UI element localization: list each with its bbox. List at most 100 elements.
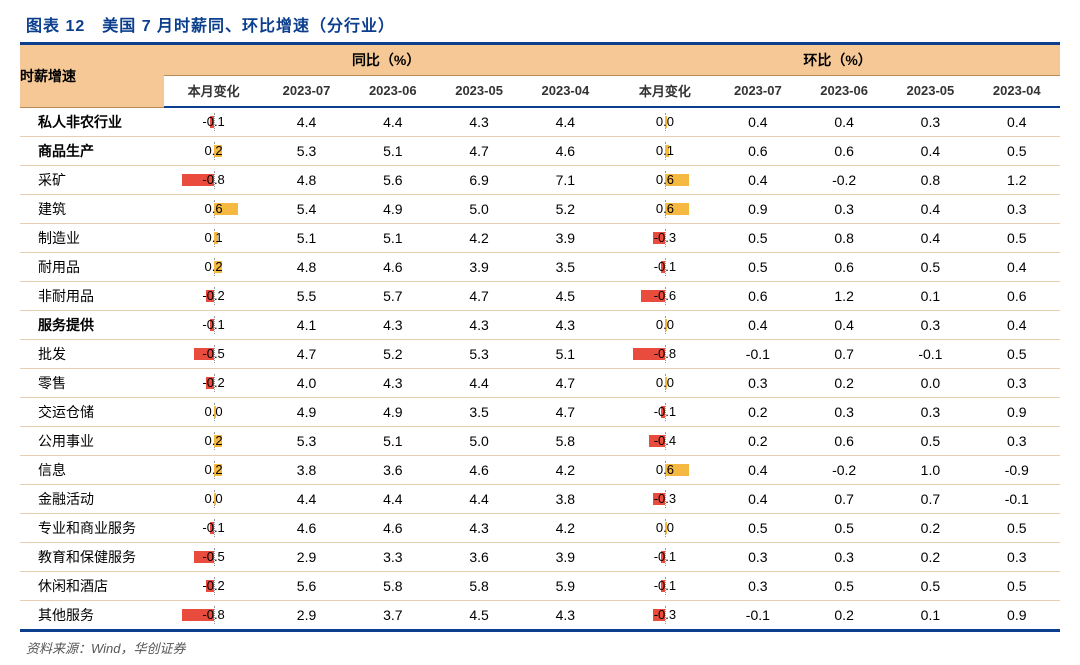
data-cell: 4.6 <box>436 456 522 485</box>
data-cell: 0.5 <box>887 572 973 601</box>
data-cell: 4.5 <box>522 282 608 311</box>
row-label: 采矿 <box>20 166 164 195</box>
data-cell: 3.5 <box>436 398 522 427</box>
change-bar-cell: -0.5 <box>164 340 264 369</box>
data-cell: 3.9 <box>522 543 608 572</box>
data-cell: -0.1 <box>715 601 801 630</box>
row-spacer <box>609 456 616 485</box>
row-spacer <box>609 195 616 224</box>
data-cell: 0.5 <box>974 514 1060 543</box>
data-cell: 0.5 <box>974 572 1060 601</box>
change-bar-cell: 0.1 <box>164 224 264 253</box>
change-bar-cell: 0.6 <box>164 195 264 224</box>
table-row: 批发-0.54.75.25.35.1-0.8-0.10.7-0.10.5 <box>20 340 1060 369</box>
change-bar-cell: 0.6 <box>615 456 715 485</box>
data-cell: 4.2 <box>436 224 522 253</box>
table-row: 建筑0.65.44.95.05.20.60.90.30.40.3 <box>20 195 1060 224</box>
header-group-mom: 环比（%） <box>615 45 1060 76</box>
data-cell: 5.2 <box>350 340 436 369</box>
data-cell: -0.9 <box>974 456 1060 485</box>
data-cell: 0.3 <box>974 543 1060 572</box>
header-mom-change: 本月变化 <box>615 76 715 108</box>
data-cell: 4.4 <box>436 485 522 514</box>
row-spacer <box>609 514 616 543</box>
change-bar-cell: 0.0 <box>615 107 715 137</box>
change-bar-cell: 0.6 <box>615 166 715 195</box>
data-cell: 5.6 <box>263 572 349 601</box>
data-cell: 0.3 <box>887 311 973 340</box>
header-spacer <box>609 45 616 76</box>
table-row: 休闲和酒店-0.25.65.85.85.9-0.10.30.50.50.5 <box>20 572 1060 601</box>
data-cell: 0.2 <box>715 398 801 427</box>
data-cell: 0.3 <box>887 107 973 137</box>
data-cell: 5.7 <box>350 282 436 311</box>
row-spacer <box>609 398 616 427</box>
data-cell: 4.6 <box>350 253 436 282</box>
change-bar-cell: -0.8 <box>615 340 715 369</box>
data-cell: 0.5 <box>974 137 1060 166</box>
data-cell: 4.8 <box>263 166 349 195</box>
data-cell: 2.9 <box>263 543 349 572</box>
data-cell: 0.6 <box>801 253 887 282</box>
row-spacer <box>609 427 616 456</box>
change-bar-cell: 0.1 <box>615 137 715 166</box>
data-cell: 0.4 <box>715 485 801 514</box>
data-cell: 5.3 <box>263 427 349 456</box>
table-row: 公用事业0.25.35.15.05.8-0.40.20.60.50.3 <box>20 427 1060 456</box>
table-row: 其他服务-0.82.93.74.54.3-0.3-0.10.20.10.9 <box>20 601 1060 630</box>
header-yoy-p3: 2023-04 <box>522 76 608 108</box>
data-cell: 4.8 <box>263 253 349 282</box>
data-cell: 5.2 <box>522 195 608 224</box>
data-cell: 5.1 <box>350 137 436 166</box>
data-cell: 5.1 <box>350 224 436 253</box>
change-bar-cell: -0.3 <box>615 485 715 514</box>
change-bar-cell: -0.1 <box>615 543 715 572</box>
data-cell: 0.4 <box>887 137 973 166</box>
data-cell: 4.6 <box>350 514 436 543</box>
data-cell: 0.4 <box>715 107 801 137</box>
data-cell: 4.4 <box>350 485 436 514</box>
data-cell: 0.8 <box>887 166 973 195</box>
data-cell: 5.3 <box>436 340 522 369</box>
data-cell: 4.3 <box>436 311 522 340</box>
change-bar-cell: -0.8 <box>164 166 264 195</box>
data-cell: 3.9 <box>436 253 522 282</box>
data-cell: 2.9 <box>263 601 349 630</box>
change-bar-cell: -0.1 <box>164 514 264 543</box>
data-cell: 3.5 <box>522 253 608 282</box>
data-cell: 5.1 <box>350 427 436 456</box>
data-cell: 0.0 <box>887 369 973 398</box>
data-cell: 7.1 <box>522 166 608 195</box>
row-label: 金融活动 <box>20 485 164 514</box>
change-bar-cell: -0.3 <box>615 224 715 253</box>
data-cell: 0.7 <box>801 485 887 514</box>
data-cell: 0.4 <box>715 311 801 340</box>
change-bar-cell: -0.1 <box>615 572 715 601</box>
table-row: 金融活动0.04.44.44.43.8-0.30.40.70.7-0.1 <box>20 485 1060 514</box>
table-row: 非耐用品-0.25.55.74.74.5-0.60.61.20.10.6 <box>20 282 1060 311</box>
change-bar-cell: 0.0 <box>164 485 264 514</box>
header-mom-p2: 2023-05 <box>887 76 973 108</box>
data-cell: 1.2 <box>974 166 1060 195</box>
data-cell: 0.2 <box>801 369 887 398</box>
data-cell: -0.2 <box>801 166 887 195</box>
data-cell: 0.4 <box>715 456 801 485</box>
data-cell: 4.4 <box>263 485 349 514</box>
data-cell: 0.3 <box>887 398 973 427</box>
data-cell: 4.9 <box>350 398 436 427</box>
data-cell: 1.0 <box>887 456 973 485</box>
data-cell: 0.3 <box>715 369 801 398</box>
data-cell: 0.1 <box>887 601 973 630</box>
data-cell: 0.5 <box>715 514 801 543</box>
data-cell: 0.7 <box>801 340 887 369</box>
data-cell: 4.3 <box>350 311 436 340</box>
row-label: 教育和保健服务 <box>20 543 164 572</box>
data-cell: 0.7 <box>887 485 973 514</box>
data-cell: 0.5 <box>887 427 973 456</box>
data-cell: 0.3 <box>974 195 1060 224</box>
row-label: 私人非农行业 <box>20 107 164 137</box>
header-yoy-change: 本月变化 <box>164 76 264 108</box>
header-spacer2 <box>609 76 616 108</box>
data-cell: 4.4 <box>436 369 522 398</box>
change-bar-cell: -0.5 <box>164 543 264 572</box>
